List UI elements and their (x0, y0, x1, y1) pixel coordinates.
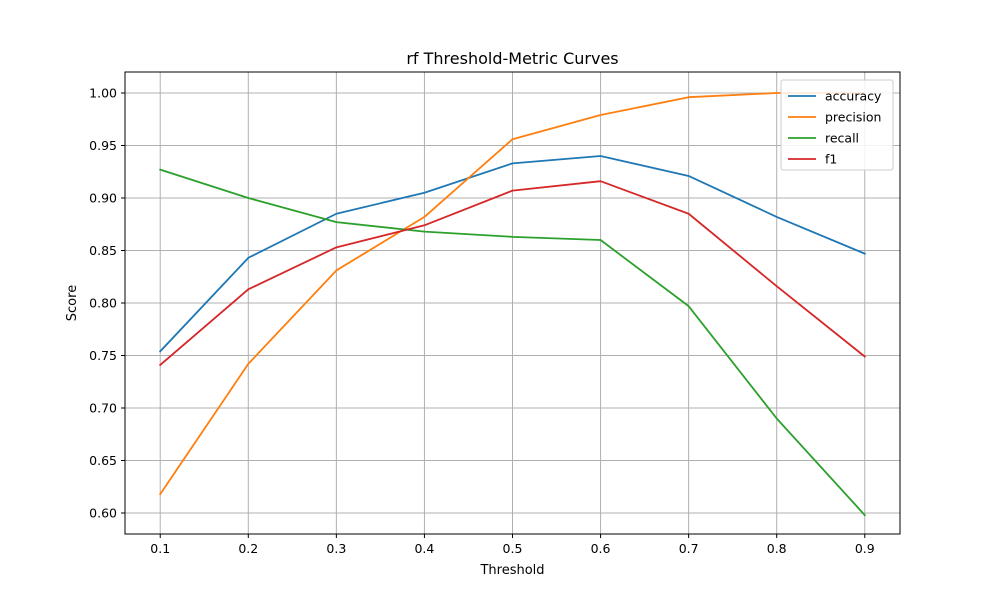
y-tick-label: 1.00 (89, 86, 117, 101)
y-tick-label: 0.60 (89, 506, 117, 521)
legend-box (780, 79, 894, 171)
legend-label-recall: recall (825, 131, 859, 146)
series-lines (158, 92, 867, 517)
y-tick-label: 0.85 (89, 243, 117, 258)
x-tick-label: 0.4 (414, 541, 434, 556)
y-tick-label: 0.95 (89, 138, 117, 153)
series-line-f1 (158, 180, 867, 367)
x-axis-ticks: 0.1 0.2 0.3 0.4 0.5 0.6 0.7 0.8 0.9 (150, 534, 875, 556)
x-tick-label: 0.8 (767, 541, 787, 556)
x-tick-label: 0.7 (679, 541, 699, 556)
legend: accuracy precision recall f1 (780, 79, 894, 171)
series-line-precision (158, 92, 866, 496)
y-axis-ticks: 0.60 0.65 0.70 0.75 0.80 0.85 0.90 0.95 1.00 (89, 86, 125, 521)
x-tick-label: 0.3 (326, 541, 346, 556)
series-line-accuracy (158, 155, 866, 353)
x-axis-label: Threshold (479, 563, 544, 578)
legend-label-precision: precision (825, 110, 881, 125)
x-tick-label: 0.1 (150, 541, 170, 556)
x-tick-label: 0.5 (503, 541, 523, 556)
series-line-recall (159, 168, 867, 517)
legend-label-accuracy: accuracy (825, 89, 882, 104)
y-tick-label: 0.65 (89, 453, 117, 468)
y-tick-label: 0.70 (89, 401, 117, 416)
y-tick-label: 0.90 (89, 191, 117, 206)
x-tick-label: 0.6 (591, 541, 611, 556)
x-tick-label: 0.2 (238, 541, 258, 556)
chart-title: rf Threshold-Metric Curves (406, 49, 618, 68)
legend-label-f1: f1 (825, 152, 837, 167)
y-axis-label: Score (65, 285, 80, 321)
x-tick-label: 0.9 (855, 541, 875, 556)
y-tick-label: 0.75 (89, 348, 117, 363)
y-tick-label: 0.80 (89, 296, 117, 311)
